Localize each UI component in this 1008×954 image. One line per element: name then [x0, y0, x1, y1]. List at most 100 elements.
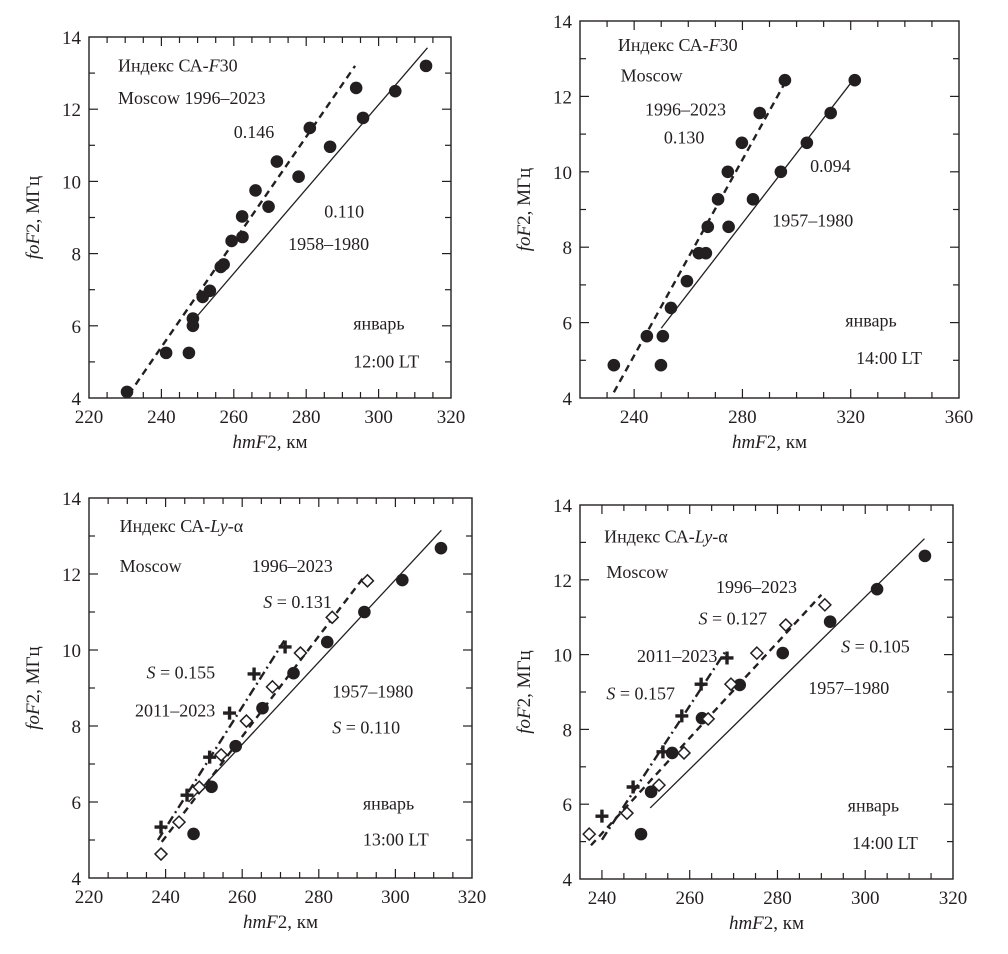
annotation-station: Moscow	[120, 556, 182, 576]
annotation-slope-old: 0.110	[324, 202, 364, 222]
annotation-period-old: 1957–1980	[332, 682, 413, 702]
data-point-circle	[249, 184, 262, 197]
data-point-circle	[870, 582, 884, 596]
x-axis-title: hmF2, км	[729, 913, 804, 934]
y-axis-title: foF2, МГц	[514, 168, 535, 251]
data-point-circle	[701, 220, 715, 234]
data-point-circle	[388, 84, 402, 98]
data-point-circle	[823, 615, 837, 628]
y-tick-label: 14	[553, 12, 573, 33]
y-tick-label: 10	[553, 163, 572, 184]
data-point-circle	[753, 106, 767, 120]
data-point-circle	[699, 246, 713, 260]
annotation-station: Moscow	[606, 562, 668, 582]
annotation-station: Moscow	[621, 65, 683, 85]
data-point-circle	[824, 106, 837, 120]
x-tick-label: 280	[728, 407, 757, 428]
annotation-slope-old: 0.094	[810, 156, 851, 176]
y-tick-label: 4	[72, 869, 82, 890]
data-point-diamond	[214, 747, 229, 762]
data-point-diamond	[701, 711, 716, 726]
data-point-cross	[675, 709, 689, 723]
data-point-diamond	[582, 827, 597, 842]
y-axis-title: foF2, МГц	[23, 176, 44, 259]
data-point-cross	[626, 780, 640, 794]
data-point-diamond	[325, 610, 340, 625]
fit-line-solid	[660, 82, 852, 329]
y-tick-label: 6	[563, 795, 573, 816]
data-point-circle	[711, 193, 725, 206]
data-point-circle	[640, 329, 654, 343]
annotation-index: Индекс СА-F30	[618, 35, 738, 55]
data-point-diamond	[723, 677, 739, 692]
x-tick-label: 320	[836, 407, 865, 428]
annotation-index: Индекс СА-F30	[118, 55, 238, 75]
y-tick-label: 10	[62, 172, 81, 193]
annotation-month: январь	[848, 796, 899, 816]
y-tick-label: 6	[72, 793, 82, 814]
data-point-circle	[235, 210, 249, 223]
annotation-month: январь	[363, 794, 414, 814]
data-point-circle	[665, 746, 679, 760]
x-axis-title: hmF2, км	[732, 432, 807, 453]
data-point-circle	[303, 121, 317, 135]
x-tick-label: 280	[305, 887, 334, 908]
x-axis-title: hmF2, км	[243, 912, 318, 933]
data-point-circle	[270, 155, 284, 168]
data-point-circle	[918, 549, 932, 563]
data-point-circle	[434, 541, 448, 555]
data-point-circle	[680, 274, 694, 288]
x-tick-label: 240	[147, 407, 176, 428]
data-point-diamond	[778, 617, 793, 633]
y-tick-label: 8	[563, 238, 573, 259]
annotation-period-mid: 1996–2023	[716, 577, 797, 597]
data-point-circle	[236, 230, 249, 244]
data-point-diamond	[153, 846, 169, 862]
annotation-period-new: 2011–2023	[135, 701, 215, 721]
data-point-circle	[722, 220, 735, 234]
data-point-circle	[349, 81, 363, 95]
data-point-diamond	[676, 745, 692, 761]
y-tick-label: 6	[72, 317, 82, 338]
annotation-period-new: 1996–2023	[645, 99, 726, 119]
data-point-circle	[358, 605, 371, 619]
annotation-station: Moscow 1996–2023	[118, 88, 266, 108]
data-point-circle	[419, 59, 433, 73]
data-point-diamond	[749, 646, 764, 661]
annotation-period-mid: 1996–2023	[252, 556, 333, 576]
data-point-circle	[186, 319, 200, 333]
y-axis-title: foF2, МГц	[514, 650, 535, 733]
x-tick-label: 280	[292, 407, 321, 428]
data-point-diamond	[817, 597, 832, 612]
data-point-circle	[774, 165, 788, 179]
data-point-circle	[229, 739, 242, 753]
annotation-slope-old: S = 0.105	[841, 637, 910, 657]
data-point-circle	[395, 573, 409, 587]
data-point-cross	[203, 750, 217, 764]
annotation-slope-new: S = 0.157	[606, 683, 675, 703]
annotation-time: 14:00 LT	[852, 833, 918, 853]
annotation-time: 13:00 LT	[363, 830, 429, 850]
data-point-circle	[120, 385, 134, 399]
x-tick-label: 300	[364, 407, 393, 428]
data-point-cross	[278, 640, 292, 654]
data-point-circle	[203, 284, 217, 298]
annotation-month: январь	[353, 313, 404, 333]
data-point-diamond	[171, 815, 187, 830]
annotation-period-new: 2011–2023	[637, 646, 717, 666]
data-point-circle	[187, 827, 200, 841]
annotation-slope-old: S = 0.110	[332, 718, 400, 738]
data-point-circle	[735, 136, 749, 150]
data-point-circle	[256, 701, 269, 715]
data-point-cross	[223, 706, 237, 720]
data-point-circle	[721, 165, 735, 179]
data-point-circle	[182, 346, 196, 360]
x-tick-label: 220	[75, 407, 104, 428]
data-point-cross	[656, 745, 670, 759]
annotation-slope-new: 0.146	[234, 122, 274, 142]
x-tick-label: 320	[458, 887, 487, 908]
data-point-diamond	[619, 806, 635, 821]
x-tick-label: 360	[945, 407, 974, 428]
annotation-slope-mid: S = 0.131	[263, 592, 332, 612]
annotation-slope-new: S = 0.155	[146, 663, 215, 683]
